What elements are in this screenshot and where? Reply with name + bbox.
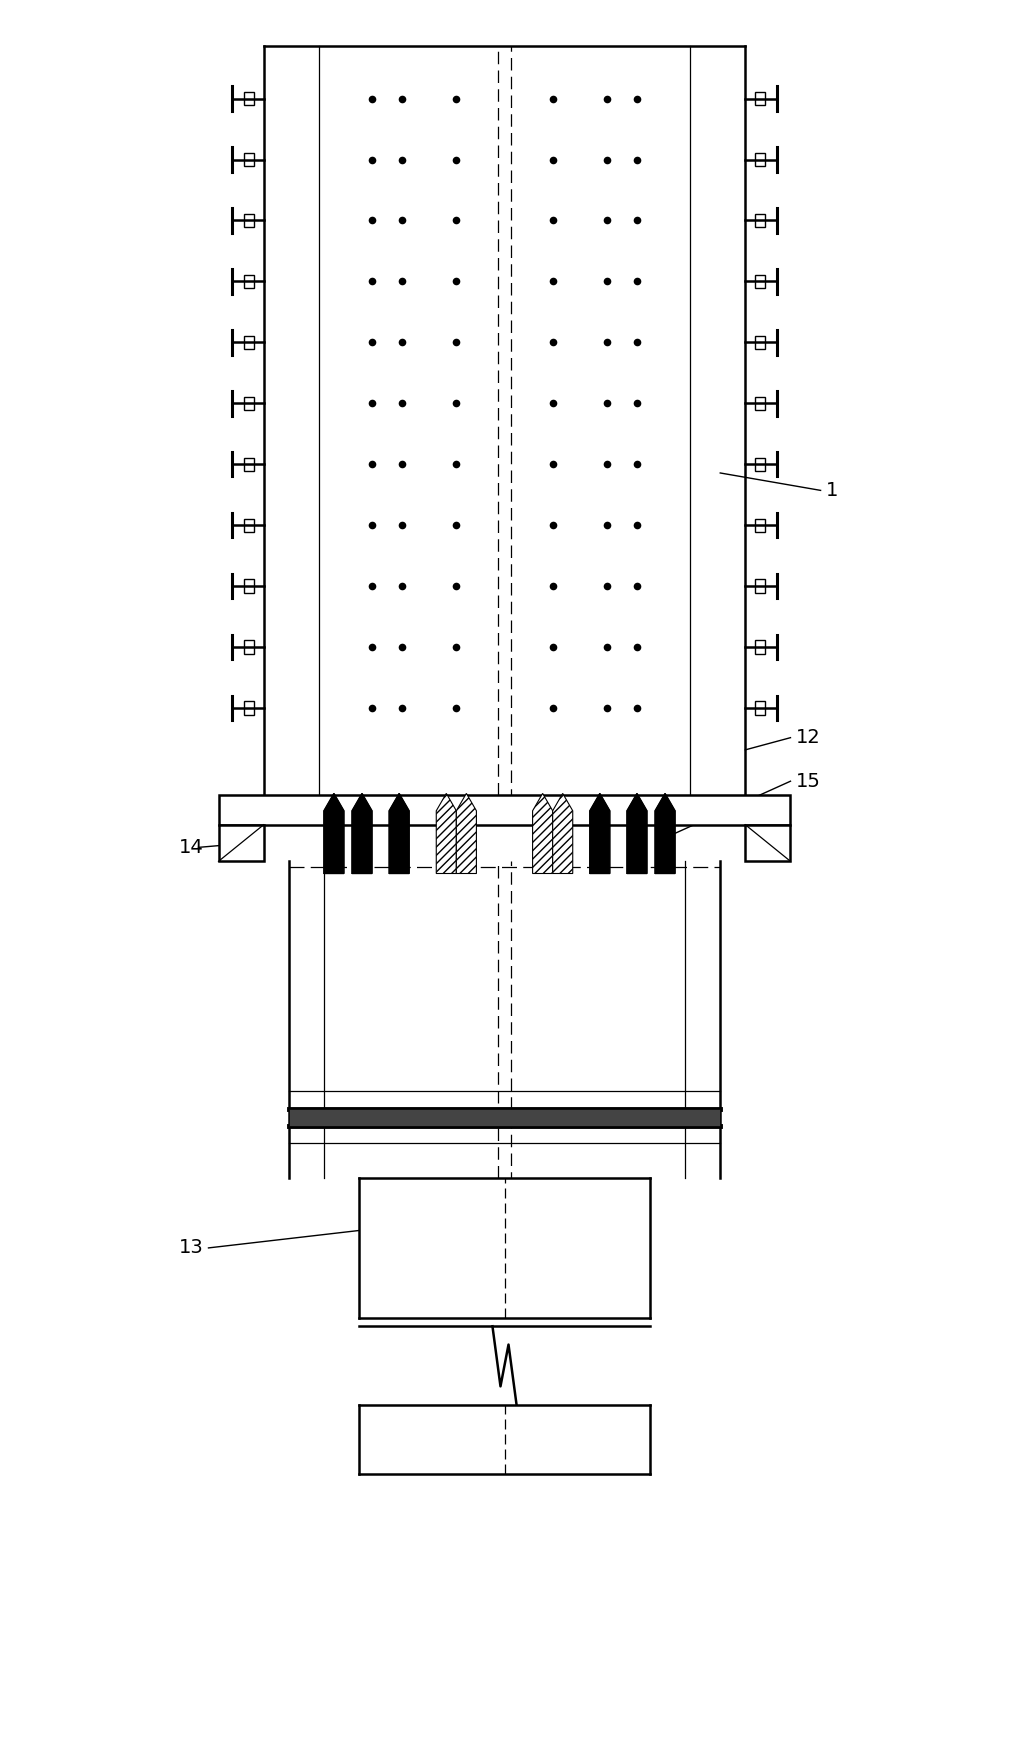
Text: 12: 12: [795, 728, 820, 748]
Polygon shape: [324, 793, 344, 874]
Polygon shape: [219, 825, 263, 861]
FancyBboxPatch shape: [755, 213, 765, 227]
Bar: [219, 795, 790, 825]
FancyBboxPatch shape: [244, 93, 254, 105]
FancyBboxPatch shape: [244, 580, 254, 592]
FancyBboxPatch shape: [244, 213, 254, 227]
Text: 1: 1: [825, 480, 838, 500]
Text: 13: 13: [179, 1239, 203, 1258]
FancyBboxPatch shape: [755, 519, 765, 531]
Polygon shape: [655, 793, 675, 874]
FancyBboxPatch shape: [755, 93, 765, 105]
FancyBboxPatch shape: [755, 701, 765, 715]
FancyBboxPatch shape: [755, 152, 765, 166]
FancyBboxPatch shape: [244, 397, 254, 411]
Polygon shape: [389, 793, 410, 874]
Polygon shape: [352, 793, 372, 874]
FancyBboxPatch shape: [755, 397, 765, 411]
Polygon shape: [746, 825, 790, 861]
Polygon shape: [627, 793, 647, 874]
FancyBboxPatch shape: [755, 641, 765, 653]
Polygon shape: [533, 793, 553, 874]
Bar: [289, 1109, 720, 1127]
FancyBboxPatch shape: [755, 335, 765, 349]
Text: 14: 14: [179, 839, 203, 856]
FancyBboxPatch shape: [244, 335, 254, 349]
FancyBboxPatch shape: [244, 458, 254, 472]
Polygon shape: [456, 793, 476, 874]
FancyBboxPatch shape: [244, 152, 254, 166]
Text: 15: 15: [795, 772, 820, 791]
FancyBboxPatch shape: [244, 641, 254, 653]
FancyBboxPatch shape: [755, 274, 765, 288]
Polygon shape: [436, 793, 456, 874]
Polygon shape: [590, 793, 609, 874]
FancyBboxPatch shape: [755, 580, 765, 592]
FancyBboxPatch shape: [244, 519, 254, 531]
FancyBboxPatch shape: [244, 274, 254, 288]
Polygon shape: [553, 793, 573, 874]
FancyBboxPatch shape: [244, 701, 254, 715]
FancyBboxPatch shape: [755, 458, 765, 472]
